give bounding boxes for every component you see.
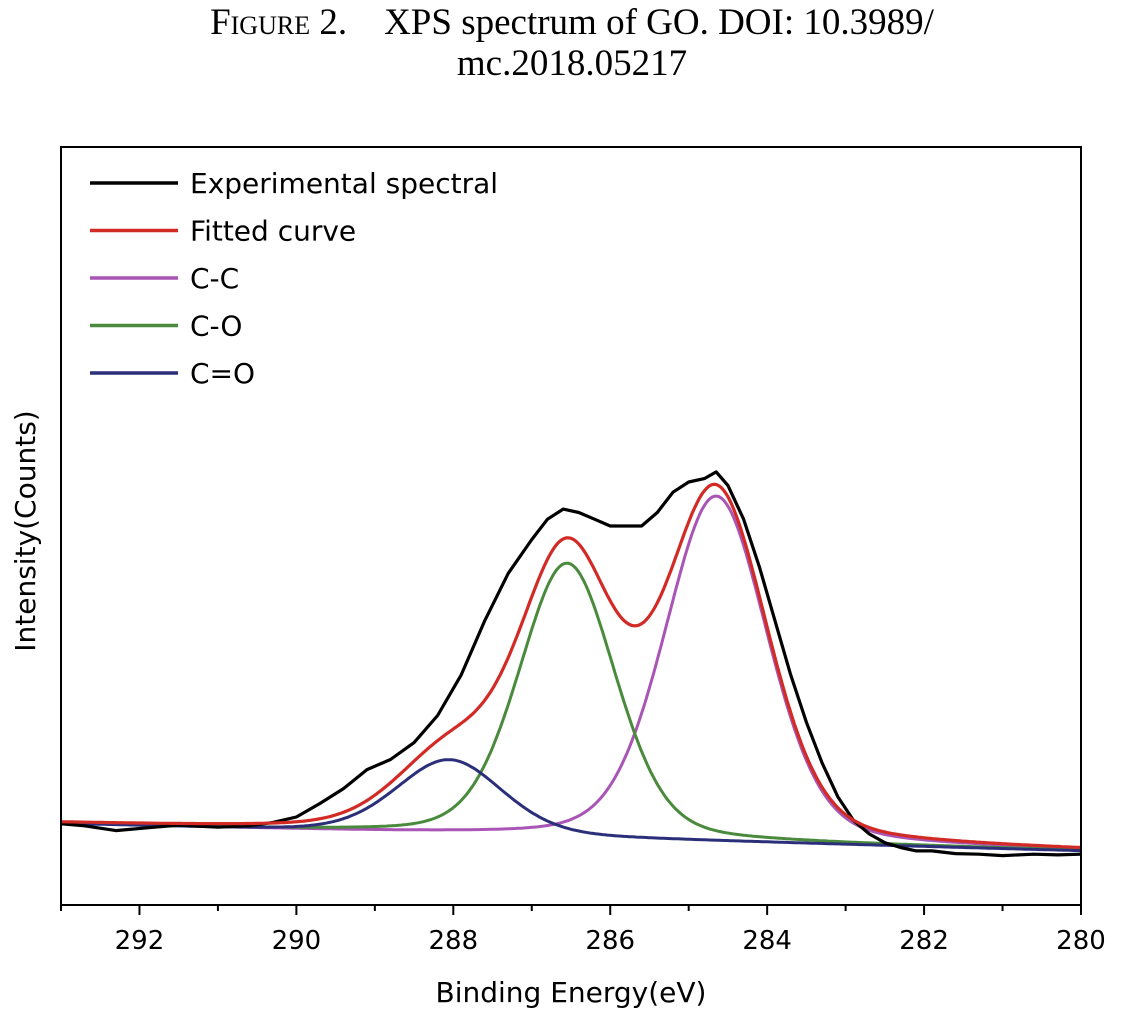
y-axis-title: Intensity(Counts) xyxy=(9,410,42,651)
series-experimental-spectral-line xyxy=(60,470,1082,858)
x-tick-label: 286 xyxy=(585,926,635,956)
x-tick-label: 288 xyxy=(428,926,478,956)
caption-line-1: Figure 2. XPS spectrum of GO. DOI: 10.39… xyxy=(0,2,1144,43)
caption-prefix: Figure 2. xyxy=(210,2,348,43)
series-fitted-curve-line xyxy=(60,482,1082,850)
legend-label-c-eq-o: C=O xyxy=(190,357,255,390)
x-tick-label: 282 xyxy=(899,926,949,956)
x-tick-label: 280 xyxy=(1056,926,1106,956)
legend: Experimental spectral Fitted curve C-C C-O C… xyxy=(90,167,498,390)
series-c-o-line xyxy=(60,561,1081,852)
x-tick-label: 284 xyxy=(742,926,792,956)
legend-label-fitted-curve: Fitted curve xyxy=(190,215,356,248)
x-tick-label: 292 xyxy=(115,926,165,956)
x-axis: 292 290 288 286 284 282 280 xyxy=(60,905,1106,956)
plot-frame xyxy=(60,146,1082,906)
figure-caption: Figure 2. XPS spectrum of GO. DOI: 10.39… xyxy=(0,2,1144,84)
series-layer xyxy=(60,470,1082,858)
series-c-c-line xyxy=(60,494,1082,850)
legend-label-c-o: C-O xyxy=(190,310,242,343)
x-tick-label: 290 xyxy=(272,926,322,956)
legend-label-experimental-spectral: Experimental spectral xyxy=(190,167,498,200)
caption-line-2: mc.2018.05217 xyxy=(456,43,688,84)
x-axis-title: Binding Energy(eV) xyxy=(436,976,707,1009)
legend-label-c-c: C-C xyxy=(190,262,239,295)
caption-text-1: XPS spectrum of GO. DOI: 10.3989/ xyxy=(384,2,934,43)
